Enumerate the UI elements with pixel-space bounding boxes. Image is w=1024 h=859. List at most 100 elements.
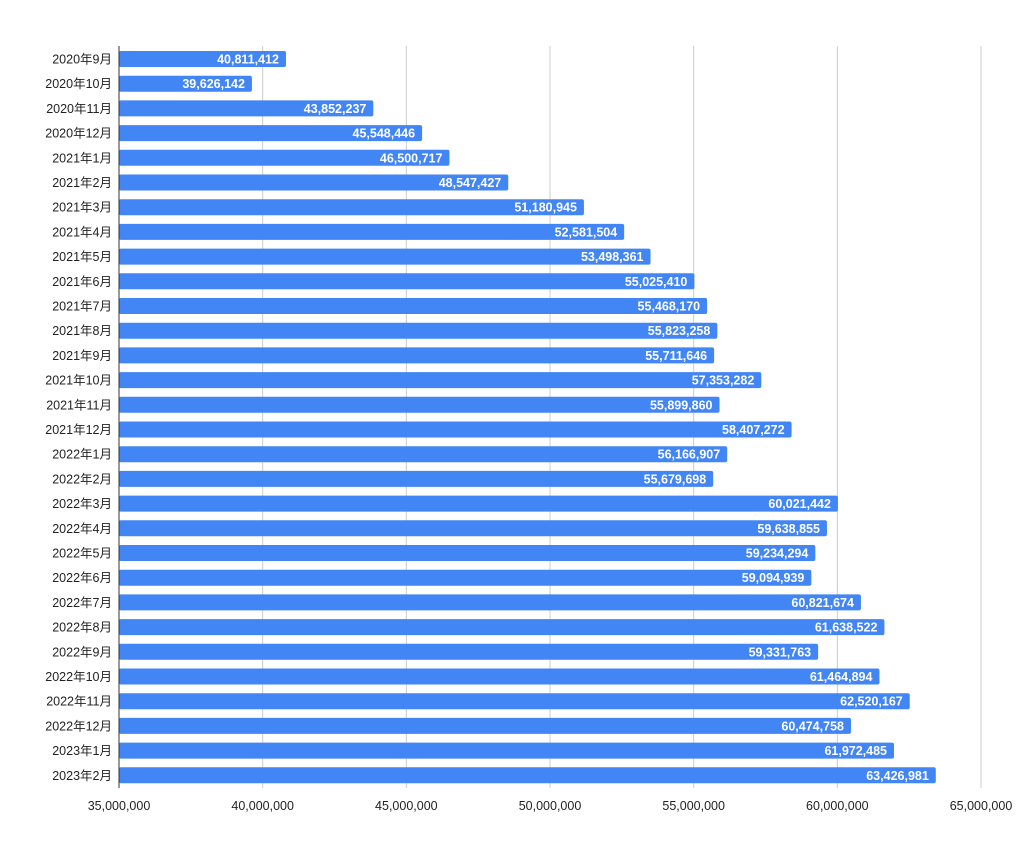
bar-group: 55,468,170 2021年7月 [52, 298, 708, 314]
x-tick-label: 60,000,000 [806, 799, 869, 813]
bar-group: 48,547,427 2021年2月 [52, 174, 509, 191]
bar [119, 51, 286, 67]
data-label: 55,711,646 [645, 349, 707, 363]
bar-group: 63,426,981 2023年2月 [52, 767, 936, 784]
category-label: 2020年11月 [46, 102, 112, 116]
bar [119, 619, 885, 636]
category-label: 2021年2月 [52, 176, 112, 190]
bar [119, 322, 718, 339]
data-label: 56,166,907 [658, 448, 721, 462]
bar [119, 594, 861, 611]
data-label: 62,520,167 [840, 695, 903, 709]
bar [119, 767, 936, 784]
data-label: 61,638,522 [815, 621, 878, 635]
category-label: 2021年11月 [46, 398, 112, 412]
category-label: 2021年12月 [45, 423, 112, 437]
category-label: 2022年3月 [52, 497, 112, 511]
x-tick-label: 40,000,000 [231, 799, 294, 813]
category-label: 2021年4月 [52, 225, 112, 239]
x-tick-label: 65,000,000 [950, 799, 1013, 813]
data-label: 59,234,294 [746, 547, 809, 561]
bar [119, 223, 625, 240]
category-label: 2022年6月 [52, 571, 112, 585]
bar-group: 56,166,907 2022年1月 [52, 446, 728, 463]
bar-group: 55,823,258 2021年8月 [52, 322, 718, 339]
bar [119, 298, 708, 314]
bar-group: 60,474,758 2022年12月 [45, 717, 851, 734]
category-label: 2022年2月 [52, 472, 112, 486]
category-label: 2021年8月 [52, 324, 112, 338]
bar [119, 446, 728, 463]
bar [119, 396, 720, 413]
category-label: 2022年10月 [45, 670, 112, 684]
bar [119, 545, 816, 561]
data-label: 52,581,504 [555, 225, 618, 239]
bar-group: 55,711,646 2021年9月 [52, 347, 715, 364]
data-label: 60,474,758 [781, 719, 844, 733]
data-label: 55,025,410 [625, 275, 688, 289]
bar [119, 125, 423, 142]
category-label: 2022年5月 [52, 547, 112, 561]
data-label: 59,331,763 [749, 645, 812, 659]
bar-group: 55,025,410 2021年6月 [52, 273, 695, 290]
bar [119, 174, 509, 191]
bar-group: 52,581,504 2021年4月 [52, 223, 625, 240]
category-label: 2021年1月 [52, 151, 112, 165]
bar-group: 59,234,294 2022年5月 [52, 545, 816, 561]
category-label: 2022年12月 [45, 719, 112, 733]
data-label: 51,180,945 [514, 201, 577, 215]
bar-group: 61,972,485 2023年1月 [52, 742, 895, 759]
data-label: 55,468,170 [638, 300, 701, 314]
data-label: 61,464,894 [810, 670, 873, 684]
data-label: 40,811,412 [217, 53, 279, 67]
category-label: 2020年9月 [52, 53, 112, 67]
bar [119, 149, 450, 166]
bar-group: 40,811,412 2020年9月 [52, 51, 286, 67]
data-label: 39,626,142 [182, 77, 245, 91]
category-label: 2021年6月 [52, 275, 112, 289]
data-label: 60,021,442 [768, 497, 831, 511]
bar-group: 60,821,674 2022年7月 [52, 594, 861, 611]
data-label: 58,407,272 [722, 423, 785, 437]
bar-group: 61,464,894 2022年10月 [45, 668, 880, 685]
bar [119, 742, 895, 759]
bar [119, 643, 819, 660]
category-label: 2022年7月 [52, 596, 112, 610]
bar-group: 39,626,142 2020年10月 [45, 75, 252, 92]
x-tick-label: 35,000,000 [88, 799, 151, 813]
bar-group: 60,021,442 2022年3月 [52, 495, 838, 512]
data-label: 46,500,717 [380, 151, 443, 165]
x-tick-label: 50,000,000 [519, 799, 582, 813]
category-label: 2023年1月 [52, 744, 112, 758]
data-label: 55,899,860 [650, 398, 713, 412]
bar [119, 717, 851, 734]
category-label: 2022年11月 [46, 695, 112, 709]
bar [119, 520, 827, 537]
bar-group: 55,899,860 2021年11月 [46, 396, 720, 413]
category-label: 2020年10月 [45, 77, 112, 91]
category-label: 2021年5月 [52, 250, 112, 264]
bar [119, 75, 252, 92]
bar [119, 347, 715, 364]
bar-group: 58,407,272 2021年12月 [45, 421, 792, 438]
data-label: 61,972,485 [824, 744, 887, 758]
bar [119, 199, 584, 216]
bar-group: 61,638,522 2022年8月 [52, 619, 885, 636]
bar-group: 45,548,446 2020年12月 [45, 125, 423, 142]
bar-group: 59,094,939 2022年6月 [52, 569, 812, 586]
bar-group: 57,353,282 2021年10月 [45, 372, 762, 389]
bar [119, 421, 792, 438]
bar [119, 668, 880, 685]
x-tick-label: 55,000,000 [662, 799, 725, 813]
bar-group: 59,638,855 2022年4月 [52, 520, 827, 537]
data-label: 57,353,282 [692, 374, 755, 388]
data-label: 45,548,446 [353, 127, 416, 141]
category-label: 2020年12月 [45, 127, 112, 141]
bar [119, 100, 374, 117]
data-label: 60,821,674 [791, 596, 854, 610]
category-label: 2021年10月 [45, 374, 112, 388]
data-label: 59,638,855 [757, 522, 820, 536]
data-label: 55,823,258 [648, 324, 711, 338]
data-label: 55,679,698 [644, 472, 707, 486]
